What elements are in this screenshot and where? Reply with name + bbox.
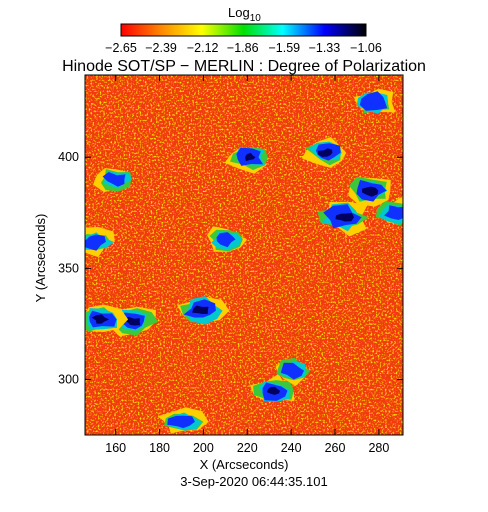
x-tick-label: 160: [105, 441, 126, 455]
x-axis: 160 180 200 220 240 260 280: [105, 75, 389, 455]
region-core: [280, 362, 304, 380]
colorbar-ticks: −2.65 −2.39 −2.12 −1.86 −1.59 −1.33 −1.06: [105, 41, 382, 55]
region-core: [102, 172, 126, 187]
region-peak: [266, 386, 280, 395]
plot-area: [85, 75, 403, 435]
region-core: [167, 415, 195, 429]
y-tick-label: 350: [58, 261, 79, 275]
region-core: [85, 234, 106, 251]
colorbar-tick-label: −2.65: [105, 41, 137, 55]
region-peak: [91, 314, 110, 324]
timestamp: 3-Sep-2020 06:44:35.101: [180, 474, 327, 489]
x-tick-label: 200: [193, 441, 214, 455]
x-tick-label: 280: [368, 441, 389, 455]
region-peak: [362, 186, 379, 197]
region-peak: [317, 148, 333, 157]
colorbar-tick-label: −2.39: [145, 41, 177, 55]
y-tick-label: 400: [58, 150, 79, 164]
heatmap-texture: [85, 75, 403, 435]
x-tick-label: 240: [281, 441, 302, 455]
y-axis-label: Y (Arcseconds): [33, 214, 48, 303]
colorbar-tick-label: −1.86: [227, 41, 259, 55]
chart-title: Hinode SOT/SP − MERLIN : Degree of Polar…: [62, 58, 426, 75]
colorbar-tick-label: −1.59: [269, 41, 301, 55]
y-axis: 300 350 400: [58, 150, 403, 386]
region-peak: [124, 316, 141, 326]
colorbar: [120, 23, 367, 37]
x-axis-label: X (Arcseconds): [200, 457, 289, 472]
region-peak: [192, 305, 209, 314]
region-peak: [245, 152, 256, 162]
y-tick-label: 300: [58, 372, 79, 386]
plot-frame: [84, 74, 404, 436]
x-tick-label: 220: [237, 441, 258, 455]
region-core: [384, 205, 403, 220]
colorbar-label-subscript: 10: [250, 13, 262, 24]
x-tick-label: 260: [325, 441, 346, 455]
colorbar-tick-label: −1.06: [350, 41, 382, 55]
region-core: [216, 232, 236, 248]
colorbar-tick-label: −2.12: [187, 41, 219, 55]
region-peak: [335, 213, 354, 222]
heatmap-regions: [85, 88, 403, 434]
x-tick-label: 180: [149, 441, 170, 455]
region-core: [359, 91, 388, 111]
colorbar-tick-label: −1.33: [309, 41, 341, 55]
colorbar-label: Log10: [228, 5, 261, 24]
